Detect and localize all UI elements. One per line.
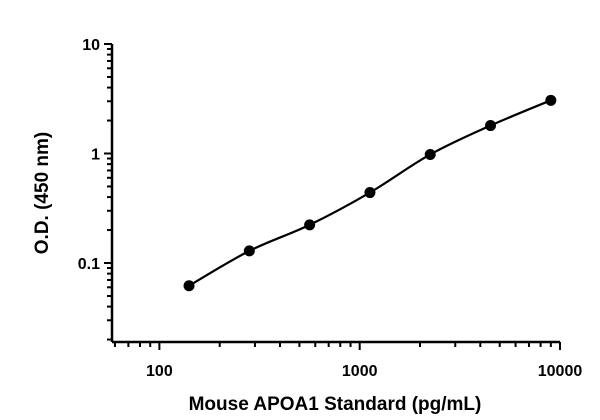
data-point <box>304 219 316 231</box>
x-axis-label: Mouse APOA1 Standard (pg/mL) <box>189 394 482 415</box>
y-tick-label: 10 <box>82 37 100 54</box>
tick-labels: 100 1000 10000 0.1 1 10 <box>78 37 583 380</box>
data-point <box>485 120 497 132</box>
x-tick-label: 100 <box>146 363 173 380</box>
data-point <box>364 187 376 199</box>
data-point <box>424 148 436 160</box>
x-tick-label: 1000 <box>342 363 378 380</box>
y-axis-label: O.D. (450 nm) <box>32 132 53 254</box>
data-point <box>545 94 557 106</box>
data-point <box>243 245 255 257</box>
y-tick-label: 1 <box>91 147 100 164</box>
data-point <box>183 280 195 292</box>
data-points <box>183 94 557 292</box>
axes <box>104 43 561 350</box>
y-tick-label: 0.1 <box>78 256 100 273</box>
x-tick-label: 10000 <box>538 363 583 380</box>
